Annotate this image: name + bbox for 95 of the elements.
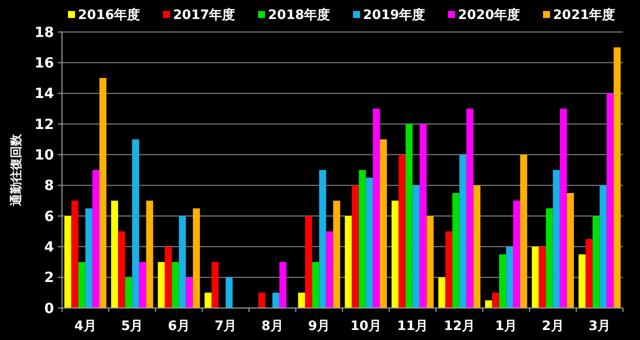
x-tick-label: 10月 — [350, 319, 382, 334]
x-tick-label: 3月 — [588, 319, 611, 334]
bar — [326, 231, 334, 308]
bar — [92, 170, 100, 308]
x-tick-label: 4月 — [74, 319, 96, 334]
y-tick-label: 8 — [44, 178, 54, 194]
bar — [546, 208, 553, 308]
bar — [258, 292, 266, 308]
bar — [99, 78, 106, 308]
bar — [158, 262, 165, 308]
bar — [366, 178, 373, 308]
legend-label: 2021年度 — [553, 7, 616, 23]
bar — [132, 139, 140, 308]
bar — [513, 200, 520, 308]
bar — [492, 292, 500, 308]
bar — [600, 185, 607, 308]
bar — [578, 254, 586, 308]
y-tick-label: 14 — [34, 86, 54, 102]
y-tick-label: 18 — [34, 24, 54, 41]
bar — [305, 216, 312, 308]
bar — [139, 262, 146, 308]
bar — [118, 231, 126, 308]
legend-label: 2019年度 — [363, 7, 426, 23]
bar — [499, 254, 506, 308]
bar — [506, 246, 514, 308]
bar — [485, 300, 492, 308]
x-tick-label: 11月 — [397, 319, 428, 334]
bar — [466, 108, 474, 308]
bar — [586, 239, 593, 308]
bar — [226, 277, 233, 308]
bar — [426, 216, 434, 308]
legend-label: 2018年度 — [268, 7, 330, 23]
bar — [298, 292, 306, 308]
x-tick-label: 7月 — [214, 319, 237, 334]
y-tick-label: 4 — [44, 240, 54, 256]
bar — [532, 246, 539, 308]
bar — [146, 200, 154, 308]
bar — [333, 200, 340, 308]
bar — [520, 154, 528, 308]
x-tick-label: 5月 — [121, 319, 144, 334]
bar — [380, 139, 387, 308]
y-tick-label: 16 — [34, 56, 54, 72]
x-tick-label: 8月 — [261, 319, 284, 334]
bar — [312, 262, 320, 308]
bar — [459, 154, 466, 308]
bar — [406, 124, 413, 308]
y-tick-label: 0 — [44, 300, 54, 317]
bar — [420, 124, 427, 308]
x-tick-label: 9月 — [308, 319, 330, 334]
bar — [614, 47, 621, 308]
bar — [164, 246, 172, 308]
bar — [473, 185, 480, 308]
bar — [358, 170, 366, 308]
y-tick-label: 2 — [44, 270, 54, 286]
bar — [204, 292, 212, 308]
bar — [552, 170, 560, 308]
x-tick-label: 2月 — [542, 319, 564, 334]
y-tick-label: 10 — [34, 148, 54, 164]
bar — [566, 193, 574, 308]
bar — [412, 185, 420, 308]
bar — [344, 216, 352, 308]
legend-label: 2016年度 — [78, 7, 140, 23]
bar — [538, 246, 546, 308]
bar — [172, 262, 179, 308]
bar — [71, 200, 78, 308]
legend-label: 2020年度 — [458, 7, 520, 23]
bar — [272, 292, 280, 308]
x-tick-label: 6月 — [168, 319, 190, 334]
y-tick-label: 6 — [44, 208, 54, 225]
bar — [212, 262, 219, 308]
bar — [452, 193, 460, 308]
bar — [125, 277, 132, 308]
bar — [398, 154, 406, 308]
bar — [64, 216, 72, 308]
x-tick-label: 12月 — [444, 319, 475, 334]
bar — [178, 216, 186, 308]
bar — [192, 208, 200, 308]
bar — [438, 277, 446, 308]
bar — [606, 93, 614, 308]
bar — [592, 216, 600, 308]
bar — [279, 262, 286, 308]
bar — [319, 170, 326, 308]
bar — [111, 200, 118, 308]
y-tick-label: 12 — [34, 116, 54, 133]
y-axis-title: 通勤往復回数 — [9, 133, 23, 207]
bar — [560, 108, 567, 308]
x-tick-label: 1月 — [495, 319, 518, 334]
legend-label: 2017年度 — [173, 7, 236, 23]
bar — [85, 208, 92, 308]
bar — [78, 262, 86, 308]
bar — [352, 185, 359, 308]
bar — [372, 108, 380, 308]
bar — [392, 200, 399, 308]
bar — [186, 277, 193, 308]
bar — [445, 231, 452, 308]
